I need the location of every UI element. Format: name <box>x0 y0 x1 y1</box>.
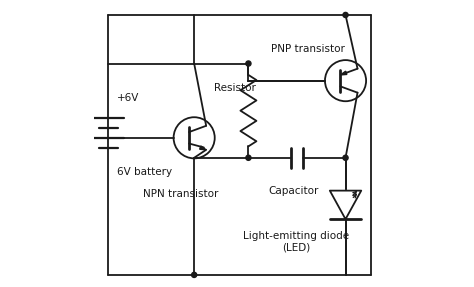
Circle shape <box>343 12 348 18</box>
Polygon shape <box>330 191 361 219</box>
Polygon shape <box>340 71 347 75</box>
Polygon shape <box>200 146 206 150</box>
Text: +6V: +6V <box>117 93 139 103</box>
Circle shape <box>343 155 348 160</box>
Text: PNP transistor: PNP transistor <box>271 44 345 55</box>
Text: 6V battery: 6V battery <box>117 167 172 177</box>
Text: Light-emitting diode
(LED): Light-emitting diode (LED) <box>243 231 349 252</box>
Circle shape <box>246 61 251 66</box>
Text: Capacitor: Capacitor <box>268 186 319 196</box>
Circle shape <box>246 155 251 160</box>
Text: NPN transistor: NPN transistor <box>143 189 218 199</box>
Circle shape <box>191 272 197 278</box>
Text: Resistor: Resistor <box>214 83 256 93</box>
